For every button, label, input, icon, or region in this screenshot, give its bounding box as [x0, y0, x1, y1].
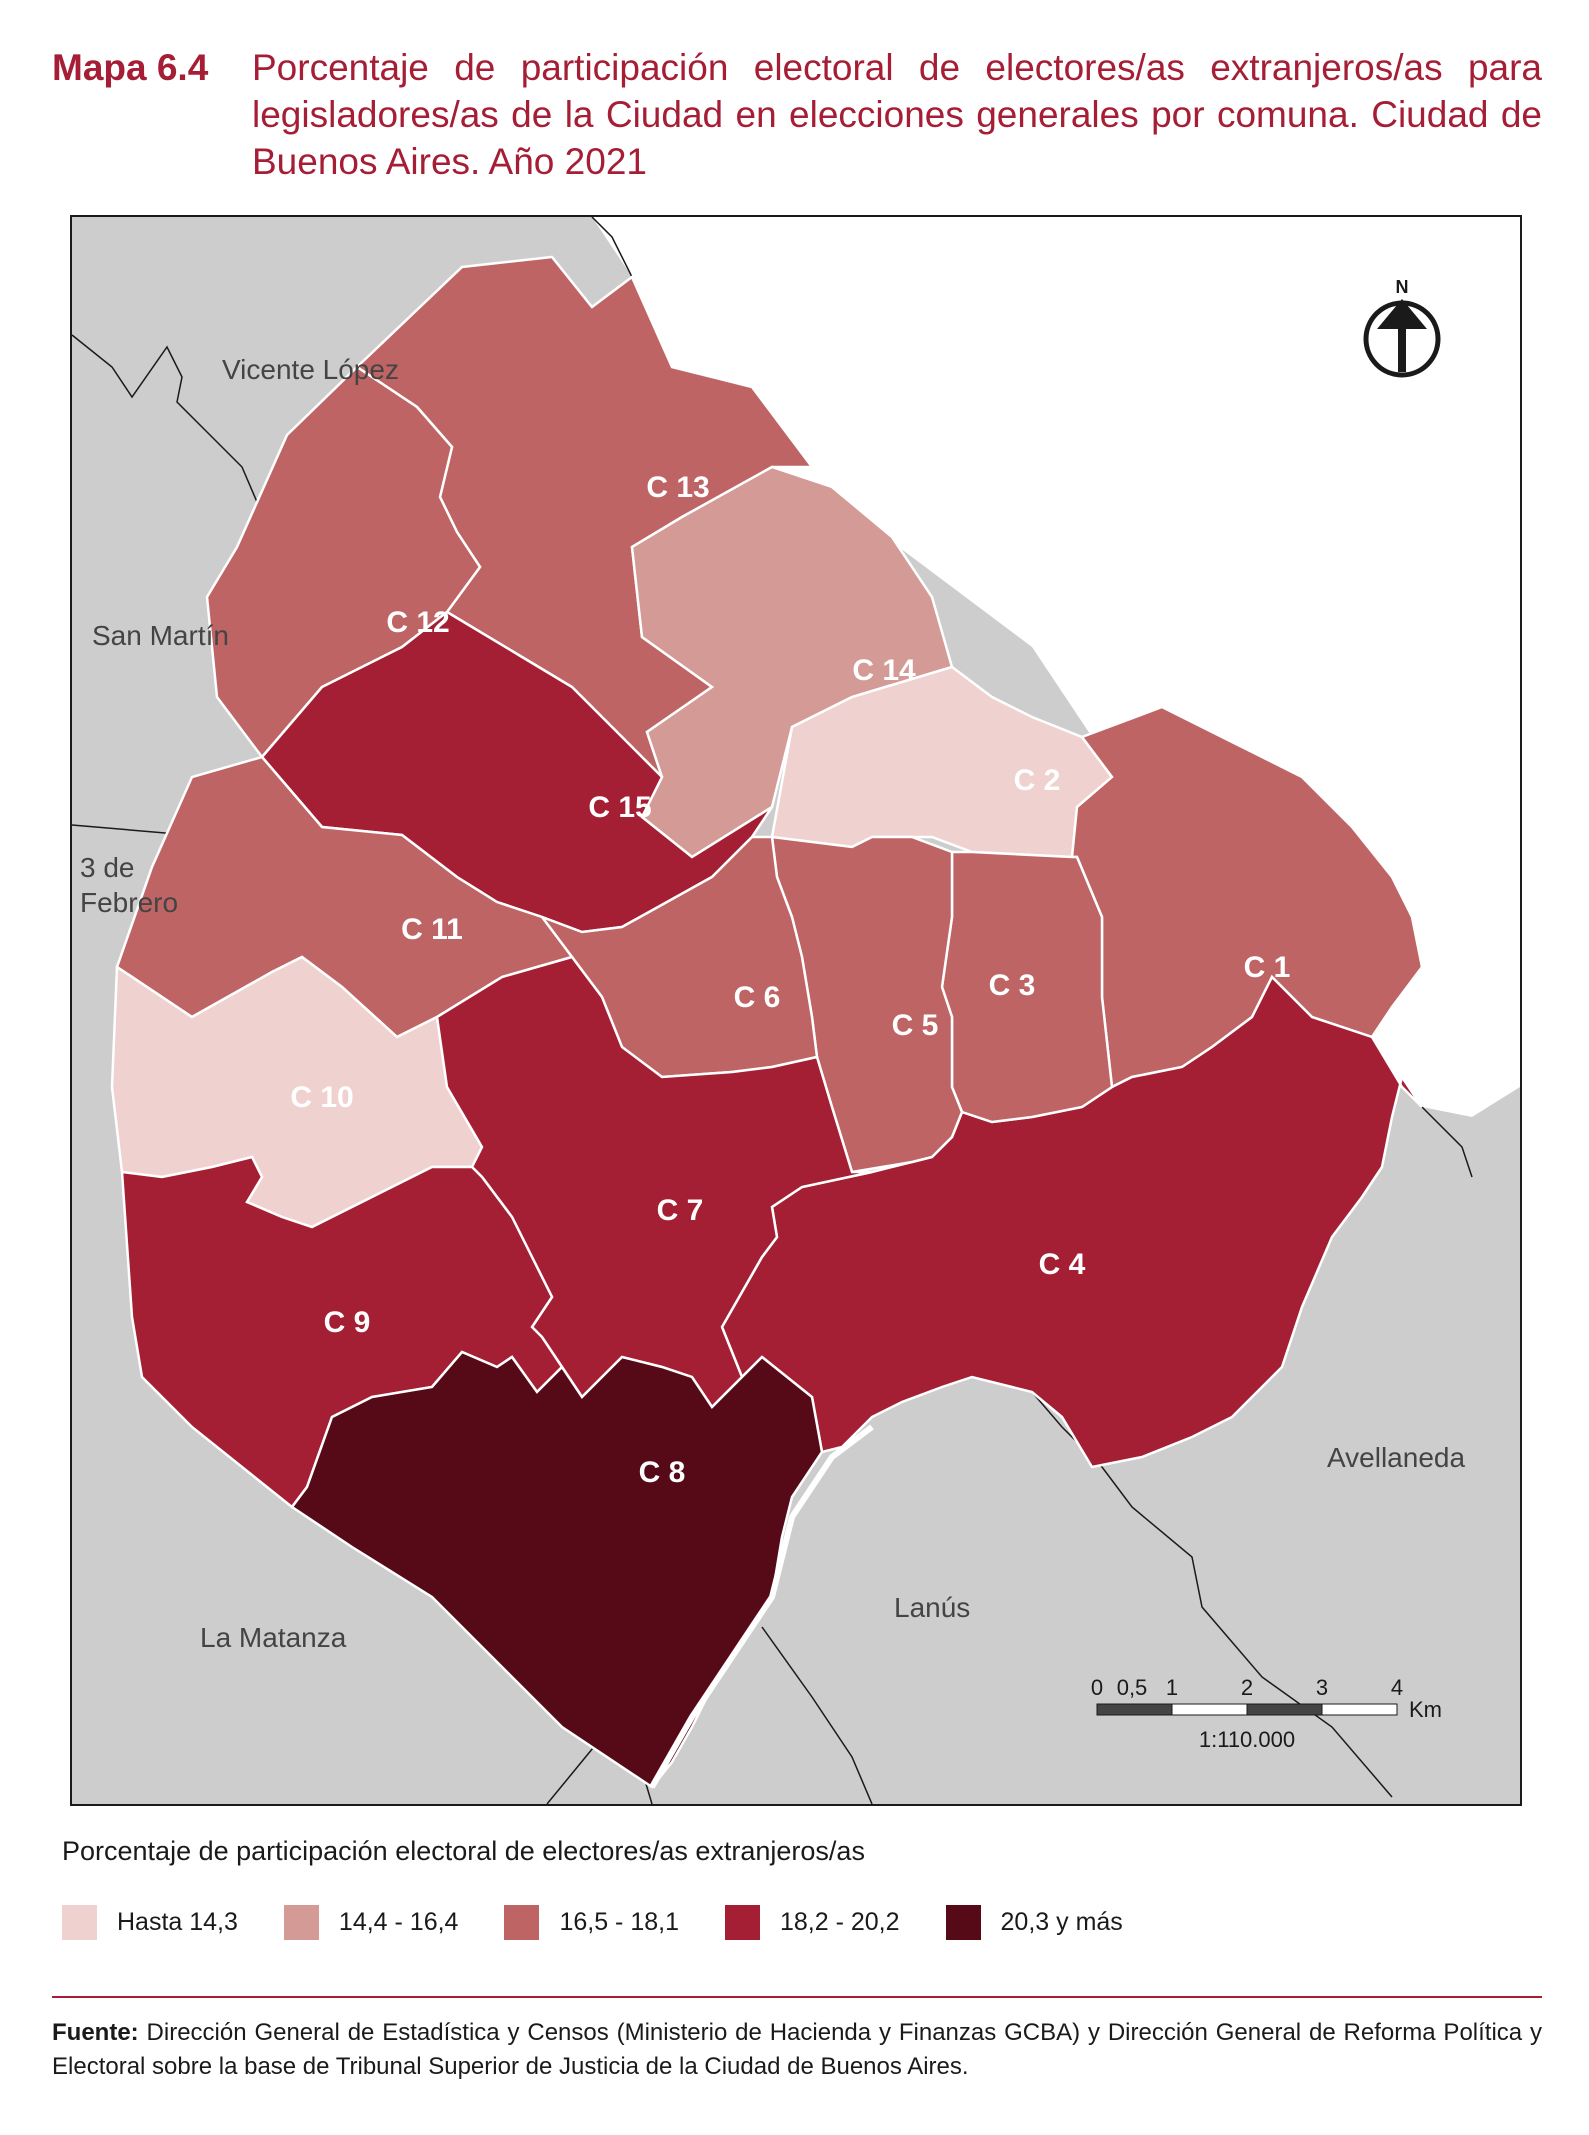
- label-san-martin: San Martín: [92, 620, 229, 651]
- label-c3: C 3: [989, 969, 1036, 1002]
- north-label: N: [1396, 277, 1409, 297]
- label-c14: C 14: [852, 654, 916, 687]
- scale-tick-1: 1: [1166, 1675, 1178, 1700]
- label-c7: C 7: [657, 1194, 704, 1227]
- label-c13: C 13: [646, 471, 709, 504]
- label-c15: C 15: [588, 791, 651, 824]
- label-c2: C 2: [1014, 764, 1061, 797]
- legend-item-3: 16,5 - 18,1: [504, 1905, 679, 1940]
- legend-label-1: Hasta 14,3: [117, 1908, 238, 1936]
- scale-tick-0-5: 0,5: [1117, 1675, 1148, 1700]
- comuna-2: [770, 665, 1114, 859]
- riachuelo-boundary: [649, 1424, 874, 1789]
- label-lanus: Lanús: [894, 1592, 970, 1623]
- scale-unit: Km: [1409, 1697, 1442, 1722]
- legend-item-1: Hasta 14,3: [62, 1905, 238, 1940]
- legend: Hasta 14,3 14,4 - 16,4 16,5 - 18,1 18,2 …: [62, 1905, 1169, 1940]
- label-c6: C 6: [734, 981, 781, 1014]
- legend-swatch-3: [504, 1905, 540, 1940]
- scale-tick-3: 3: [1316, 1675, 1328, 1700]
- map-frame: Vicente López San Martín 3 de Febrero La…: [70, 215, 1522, 1806]
- legend-item-5: 20,3 y más: [945, 1905, 1123, 1940]
- comunas: [110, 255, 1424, 1789]
- label-c9: C 9: [324, 1306, 371, 1339]
- label-la-matanza: La Matanza: [200, 1622, 347, 1653]
- legend-swatch-4: [724, 1905, 760, 1940]
- legend-item-4: 18,2 - 20,2: [724, 1905, 900, 1940]
- north-arrow-icon: N: [1363, 277, 1441, 378]
- scale-tick-0: 0: [1091, 1675, 1103, 1700]
- source-label: Fuente:: [52, 2019, 139, 2046]
- legend-swatch-2: [283, 1905, 319, 1940]
- legend-label-5: 20,3 y más: [1000, 1908, 1123, 1936]
- legend-title: Porcentaje de participación electoral de…: [62, 1836, 865, 1866]
- label-c4: C 4: [1039, 1248, 1086, 1281]
- legend-label-3: 16,5 - 18,1: [559, 1908, 679, 1936]
- label-avellaneda: Avellaneda: [1327, 1442, 1465, 1473]
- scale-bar: 0 0,5 1 2 3 4 Km 1:110.000: [1091, 1675, 1442, 1752]
- label-c1: C 1: [1244, 951, 1291, 984]
- map-header: Mapa 6.4 Porcentaje de participación ele…: [52, 44, 1542, 185]
- map-title: Porcentaje de participación electoral de…: [252, 47, 1542, 182]
- scale-tick-2: 2: [1241, 1675, 1253, 1700]
- label-c5: C 5: [892, 1009, 939, 1042]
- legend-label-2: 14,4 - 16,4: [338, 1908, 459, 1936]
- legend-swatch-1: [62, 1905, 97, 1940]
- legend-label-4: 18,2 - 20,2: [779, 1908, 900, 1936]
- scale-tick-4: 4: [1391, 1675, 1403, 1700]
- map-number: Mapa 6.4: [52, 47, 209, 88]
- source-text: Dirección General de Estadística y Censo…: [52, 2019, 1543, 2080]
- scale-ratio: 1:110.000: [1199, 1727, 1295, 1752]
- label-tres-de-febrero-1: 3 de: [80, 852, 135, 883]
- label-c12: C 12: [386, 606, 449, 639]
- divider: [52, 1996, 1542, 1998]
- label-c10: C 10: [290, 1081, 353, 1114]
- legend-swatch-5: [945, 1905, 981, 1940]
- label-vicente-lopez: Vicente López: [222, 354, 399, 385]
- label-c8: C 8: [639, 1456, 686, 1489]
- source-note: Fuente: Dirección General de Estadística…: [52, 2016, 1542, 2084]
- label-tres-de-febrero-2: Febrero: [80, 887, 178, 918]
- choropleth-map: Vicente López San Martín 3 de Febrero La…: [72, 217, 1520, 1804]
- legend-item-2: 14,4 - 16,4: [283, 1905, 459, 1940]
- label-c11: C 11: [401, 913, 463, 946]
